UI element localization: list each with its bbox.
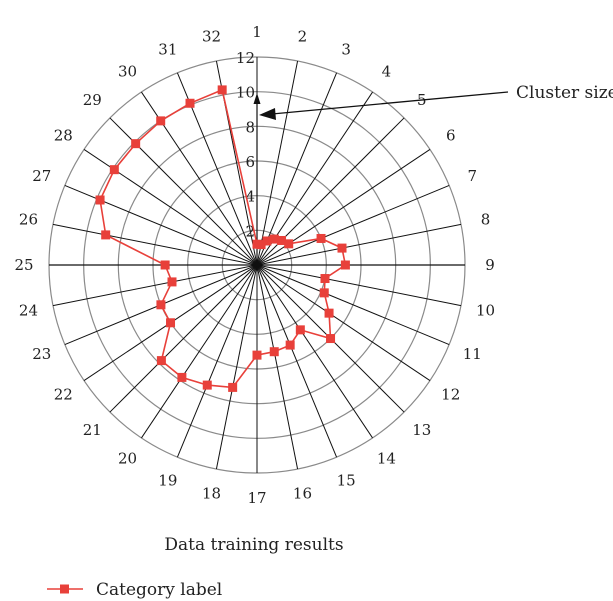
- grid-spoke: [257, 265, 449, 345]
- data-point-marker: [317, 234, 326, 243]
- data-point-marker: [228, 383, 237, 392]
- data-point-marker: [96, 195, 105, 204]
- data-point-marker: [341, 261, 350, 270]
- category-label: 32: [202, 27, 221, 45]
- category-label: 17: [247, 489, 266, 507]
- category-label: 22: [54, 385, 73, 403]
- category-label: 2: [298, 27, 308, 45]
- series-layer: [96, 85, 350, 392]
- legend-label: Category label: [96, 580, 222, 600]
- category-label: 12: [441, 385, 460, 403]
- category-label: 14: [377, 450, 396, 468]
- category-label: 23: [32, 345, 51, 363]
- annotation-label: Cluster size: [516, 83, 613, 103]
- data-point-marker: [218, 85, 227, 94]
- category-label: 13: [412, 421, 431, 439]
- annotation-arrow-line: [272, 92, 508, 114]
- radial-tick-label: 12: [236, 49, 255, 67]
- radial-tick-label: 10: [236, 84, 255, 102]
- category-label: 1: [252, 23, 262, 41]
- category-label: 11: [463, 345, 482, 363]
- category-label: 19: [158, 471, 177, 489]
- grid-spoke: [257, 185, 449, 265]
- category-label: 25: [14, 256, 33, 274]
- data-point-marker: [156, 300, 165, 309]
- annotation-arrowhead: [259, 108, 276, 120]
- category-label: 4: [382, 62, 392, 80]
- radial-tick-label: 8: [245, 118, 255, 136]
- data-point-marker: [157, 356, 166, 365]
- data-point-marker: [166, 318, 175, 327]
- data-point-marker: [161, 261, 170, 270]
- data-point-marker: [270, 347, 279, 356]
- category-label: 21: [83, 421, 102, 439]
- cluster-size-annotation: Cluster size: [259, 83, 613, 120]
- grid-spoke: [65, 185, 257, 265]
- data-point-marker: [325, 309, 334, 318]
- data-point-marker: [101, 230, 110, 239]
- legend: Category label: [47, 580, 222, 600]
- data-point-marker: [338, 244, 347, 253]
- data-point-marker: [326, 334, 335, 343]
- data-point-marker: [131, 139, 140, 148]
- data-point-marker: [186, 99, 195, 108]
- data-point-marker: [203, 381, 212, 390]
- category-label: 8: [481, 211, 491, 229]
- category-label: 20: [118, 450, 137, 468]
- category-label: 30: [118, 62, 137, 80]
- category-label: 27: [32, 167, 51, 185]
- category-label: 28: [54, 127, 73, 145]
- category-label: 18: [202, 485, 221, 503]
- radar-grid: [49, 57, 465, 473]
- data-point-marker: [286, 341, 295, 350]
- category-label: 24: [19, 301, 38, 319]
- data-point-marker: [177, 373, 186, 382]
- radial-tick-label: 6: [245, 153, 255, 171]
- category-label: 15: [337, 471, 356, 489]
- data-point-marker: [296, 325, 305, 334]
- legend-marker: [60, 585, 69, 594]
- chart-title: Data training results: [164, 535, 343, 555]
- data-point-marker: [167, 277, 176, 286]
- category-label: 3: [341, 41, 351, 59]
- data-point-marker: [253, 351, 262, 360]
- category-label: 16: [293, 485, 312, 503]
- grid-spoke: [177, 265, 257, 457]
- category-label: 7: [467, 167, 477, 185]
- category-label: 31: [158, 41, 177, 59]
- data-point-marker: [110, 165, 119, 174]
- category-label: 9: [485, 256, 495, 274]
- data-point-marker: [156, 116, 165, 125]
- data-point-marker: [321, 274, 330, 283]
- category-label: 26: [19, 211, 38, 229]
- data-point-marker: [320, 288, 329, 297]
- data-point-marker: [284, 239, 293, 248]
- category-label: 10: [476, 301, 495, 319]
- category-label: 6: [446, 127, 456, 145]
- category-label: 29: [83, 91, 102, 109]
